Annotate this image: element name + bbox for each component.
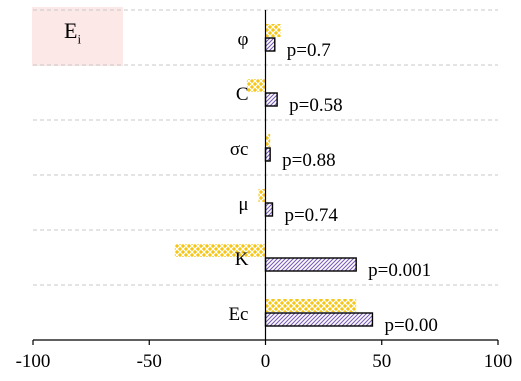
p-value-label: p=0.88 xyxy=(282,150,335,171)
x-tick-label: 0 xyxy=(261,351,271,372)
bar-series-1 xyxy=(265,134,271,147)
p-value-label: p=0.58 xyxy=(289,95,342,116)
bar-series-1 xyxy=(174,244,266,257)
legend-box xyxy=(32,7,123,66)
bar-series-2 xyxy=(264,37,276,52)
category-label: φ xyxy=(238,29,249,50)
bar-series-2 xyxy=(264,202,274,217)
x-tick-label: -100 xyxy=(16,351,51,372)
x-tick-label: 50 xyxy=(372,351,391,372)
category-label: C xyxy=(236,84,249,105)
bar-series-2 xyxy=(264,257,357,272)
p-value-label: p=0.00 xyxy=(384,315,437,336)
category-label: Ec xyxy=(228,304,248,325)
bar-series-2 xyxy=(264,92,278,107)
p-value-label: p=0.74 xyxy=(284,205,338,226)
bar-series-2 xyxy=(264,147,271,162)
category-label: K xyxy=(235,249,249,270)
x-tick-label: -50 xyxy=(137,351,162,372)
category-label: μ xyxy=(238,194,248,215)
category-label: σc xyxy=(230,139,249,160)
bar-series-2 xyxy=(264,312,374,327)
legend-label: Ei xyxy=(64,18,82,47)
p-value-label: p=0.7 xyxy=(287,40,331,61)
x-tick-label: 100 xyxy=(484,351,513,372)
bar-series-1 xyxy=(258,189,266,202)
p-value-label: p=0.001 xyxy=(368,260,431,281)
bar-series-1 xyxy=(246,79,266,92)
bar-series-1 xyxy=(265,24,281,37)
bar-series-1 xyxy=(265,299,357,312)
